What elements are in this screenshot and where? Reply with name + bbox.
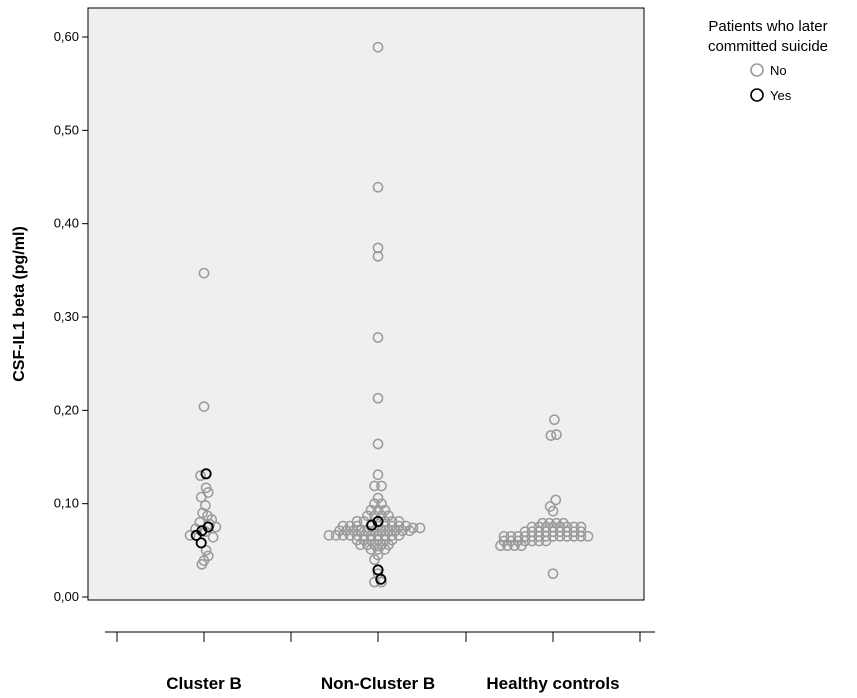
data-point-no [379, 544, 391, 555]
data-point-no [545, 430, 557, 441]
data-point-yes [375, 573, 387, 585]
data-point-no [376, 498, 387, 510]
data-point-no [549, 414, 560, 426]
data-point-no [190, 523, 201, 535]
data-point-no [554, 530, 566, 542]
data-point-no [516, 540, 527, 552]
data-point-no [200, 544, 212, 556]
data-point-no [355, 539, 366, 551]
y-tick-label: 0,30 [54, 309, 79, 324]
y-axis: 0,00 0,10 0,20 0,30 0,40 0,50 0,60 [54, 29, 88, 604]
y-axis-title: CSF-IL1 beta (pg/ml) [11, 226, 28, 382]
x-category-label: Healthy controls [486, 674, 619, 693]
data-point-no [372, 438, 384, 450]
legend-label-yes: Yes [770, 88, 792, 103]
legend-title-line-2: committed suicide [708, 38, 828, 55]
x-category-label: Non-Cluster B [321, 674, 435, 693]
data-point-no [365, 504, 377, 516]
data-point-no [575, 530, 587, 542]
data-point-no [369, 498, 380, 510]
data-point-no [198, 267, 210, 279]
data-point-no [509, 540, 520, 552]
data-point-no [184, 530, 196, 541]
data-point-no [561, 530, 573, 542]
data-point-no [372, 544, 384, 555]
data-point-yes [200, 468, 212, 480]
data-point-no [414, 522, 426, 534]
data-point-no [200, 500, 211, 511]
data-point-no [195, 491, 207, 503]
data-point-no [372, 181, 384, 193]
data-point-no [407, 522, 419, 534]
data-point-yes [195, 537, 207, 549]
data-point-no [372, 504, 384, 516]
data-points [184, 41, 594, 588]
data-point-no [372, 392, 384, 404]
data-point-no [207, 531, 219, 543]
data-point-no [582, 530, 594, 542]
data-point-no [362, 510, 373, 522]
x-axis: Cluster B Non-Cluster B Healthy controls [105, 631, 655, 693]
legend-title-line-1: Patients who later [708, 18, 827, 35]
data-point-no [365, 544, 377, 555]
y-tick-label: 0,20 [54, 402, 79, 417]
data-point-no [337, 530, 349, 541]
data-point-no [210, 521, 222, 533]
data-point-no [383, 510, 394, 522]
data-point-no [540, 535, 552, 547]
data-point-no [550, 494, 562, 506]
data-point-no [330, 530, 342, 541]
data-point-no [195, 470, 206, 482]
legend-marker-no [750, 63, 764, 77]
y-tick-label: 0,60 [54, 29, 79, 44]
data-point-no [196, 558, 208, 570]
data-point-no [198, 401, 210, 412]
data-point-no [547, 568, 559, 580]
data-point-no [526, 535, 538, 547]
data-point-no [551, 429, 562, 440]
y-tick-label: 0,50 [54, 122, 79, 137]
data-point-no [369, 576, 380, 588]
legend-marker-yes [750, 88, 764, 102]
data-point-no [568, 530, 580, 542]
y-tick-label: 0,00 [54, 589, 79, 604]
y-tick-label: 0,40 [54, 216, 79, 231]
legend-label-no: No [770, 63, 787, 78]
data-point-no [495, 540, 506, 552]
data-point-no [323, 530, 335, 541]
data-point-no [376, 480, 387, 492]
data-point-no [502, 540, 513, 552]
x-category-label: Cluster B [166, 674, 242, 693]
data-point-no [372, 242, 384, 254]
data-point-no [372, 492, 384, 504]
data-point-no [379, 504, 391, 516]
legend: Patients who later committed suicide No … [708, 18, 828, 103]
data-point-no [369, 554, 380, 566]
data-point-yes [366, 519, 378, 531]
data-point-no [372, 41, 384, 53]
data-point-no [533, 535, 545, 547]
data-point-no [547, 505, 559, 517]
data-point-no [372, 332, 384, 343]
data-point-no [404, 525, 415, 537]
data-point-no [376, 510, 387, 522]
y-tick-label: 0,10 [54, 496, 79, 511]
data-point-no [372, 469, 384, 481]
data-point-no [369, 480, 380, 492]
data-point-no [372, 250, 384, 262]
data-point-yes [190, 529, 202, 541]
